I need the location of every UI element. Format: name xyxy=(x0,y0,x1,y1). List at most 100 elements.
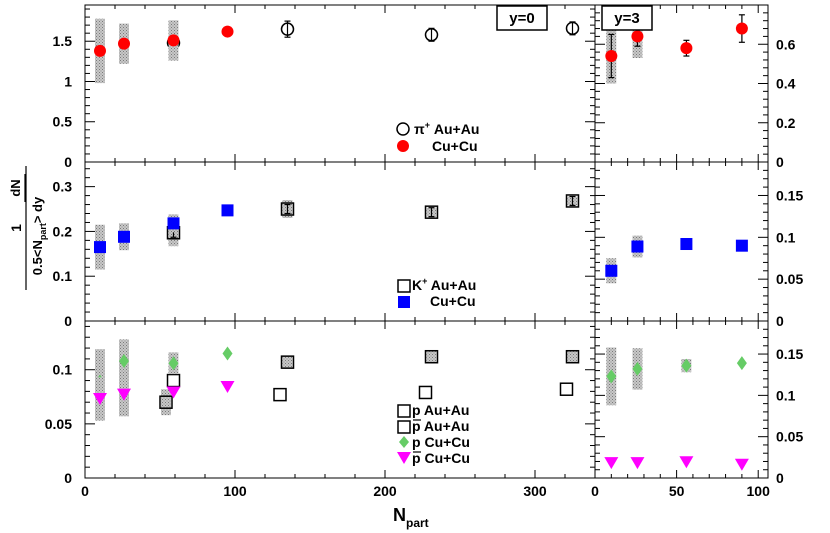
data-point-left-bottom-s1 xyxy=(273,387,287,402)
data-point-left-middle-s1 xyxy=(167,217,180,230)
data-point-right-bottom-s1 xyxy=(604,457,619,470)
data-point-left-top-s1 xyxy=(167,34,180,47)
data-point-left-bottom-s3 xyxy=(117,388,131,401)
legend-label-p-cucu: p Cu+Cu xyxy=(412,434,470,450)
y-tick-label-right-middle: 0.05 xyxy=(776,271,803,287)
plot-layer: 00.511.500.20.40.600.10.20.300.050.10.15… xyxy=(45,4,803,499)
x-tick-label-left: 200 xyxy=(373,483,397,499)
sys-band-left-bottom-s0 xyxy=(426,351,437,363)
y-tick-label-right-top: 0.2 xyxy=(776,115,796,131)
y-tick-label-left-top: 0.5 xyxy=(53,114,73,130)
y-tick-label-left-middle: 0.1 xyxy=(53,268,73,284)
data-point-right-bottom-s1 xyxy=(630,457,645,470)
data-point-right-bottom-s0 xyxy=(632,361,643,376)
legend-label-kaon-cucu: Cu+Cu xyxy=(430,293,476,309)
legend-marker-p-cucu xyxy=(399,436,409,448)
data-point-left-top-s0 xyxy=(424,28,439,42)
data-point-right-bottom-s0 xyxy=(736,356,747,371)
legend-marker-pion-cucu xyxy=(397,140,409,152)
y-tick-label-left-top: 1 xyxy=(64,73,72,89)
legend-marker-kaon-cucu xyxy=(398,296,410,308)
y-tick-label-left-bottom: 0 xyxy=(64,470,72,486)
data-point-left-bottom-s0 xyxy=(565,349,580,364)
y-tick-label-right-bottom: 0.15 xyxy=(776,346,803,362)
legend-label-kaon-auau: K+ Au+Au xyxy=(412,276,476,293)
legend-pion: π+ Au+Au Cu+Cu xyxy=(396,120,479,154)
data-point-left-top-s0 xyxy=(280,22,295,36)
data-point-right-top-s0 xyxy=(631,30,644,43)
data-point-left-middle-s0 xyxy=(565,194,580,208)
data-point-left-middle-s1 xyxy=(118,230,130,243)
legend-label-pbar-auau: p Au+Au xyxy=(412,418,469,434)
panel-frame-right-bottom xyxy=(594,320,769,479)
legend-proton: p Au+Au p Au+Au p Cu+Cu p Cu+Cu xyxy=(397,402,470,466)
panel-frame-left-middle xyxy=(84,161,596,322)
y-axis-title-one: 1 xyxy=(8,224,24,232)
legend-label-pion-cucu: Cu+Cu xyxy=(432,138,478,154)
data-point-left-bottom-s0 xyxy=(280,355,295,369)
y-axis-title-numerator: dN xyxy=(8,179,23,196)
data-point-left-bottom-s2 xyxy=(119,354,129,369)
y-tick-label-right-middle: 0.15 xyxy=(776,187,803,203)
y-tick-label-left-middle: 0.3 xyxy=(53,179,73,195)
y-tick-label-left-top: 0 xyxy=(64,154,72,170)
y-tick-label-right-bottom: 0.05 xyxy=(776,429,803,445)
data-point-left-top-s1 xyxy=(94,44,106,57)
y-tick-label-left-middle: 0.2 xyxy=(53,223,73,239)
x-tick-label-left: 0 xyxy=(81,483,89,499)
y-tick-label-right-bottom: 0.1 xyxy=(776,387,796,403)
data-point-right-top-s0 xyxy=(680,42,693,55)
data-point-left-middle-s0 xyxy=(424,205,439,219)
y-tick-label-left-top: 1.5 xyxy=(53,33,73,49)
x-tick-label-left: 100 xyxy=(223,483,247,499)
data-point-left-bottom-s1 xyxy=(418,385,433,400)
y3-label: y=3 xyxy=(614,10,639,27)
y-tick-label-right-top: 0 xyxy=(776,154,784,170)
data-point-left-bottom-s1 xyxy=(559,382,574,396)
legend-marker-pbar-cucu xyxy=(397,452,411,464)
data-point-left-bottom-s3 xyxy=(93,392,107,405)
data-point-right-middle-s0 xyxy=(631,240,644,253)
sys-band-left-bottom-s0 xyxy=(282,356,293,368)
data-point-left-bottom-s0 xyxy=(166,373,181,388)
y0-label-box: y=0 xyxy=(496,5,548,31)
y-axis-title-denominator: 0.5<Npart> dy xyxy=(30,196,48,275)
data-point-right-bottom-s0 xyxy=(681,358,692,373)
data-point-right-bottom-s0 xyxy=(606,369,617,384)
y0-label: y=0 xyxy=(509,10,534,27)
data-point-left-top-s1 xyxy=(221,25,234,38)
y3-label-box: y=3 xyxy=(601,5,653,31)
sys-band-left-bottom-s1 xyxy=(161,389,171,416)
data-point-left-bottom-s1 xyxy=(159,395,173,409)
x-tick-label-left: 300 xyxy=(523,483,547,499)
y-tick-label-right-middle: 0 xyxy=(776,313,784,329)
data-point-right-bottom-s1 xyxy=(734,458,749,471)
legend-marker-pbar-auau xyxy=(397,420,411,434)
data-point-left-bottom-s2 xyxy=(168,356,179,371)
data-point-left-middle-s0 xyxy=(280,202,295,216)
data-point-left-top-s1 xyxy=(118,37,130,50)
y-axis-title-dn: dN xyxy=(8,174,26,202)
legend-marker-kaon-auau xyxy=(397,279,411,293)
data-point-right-bottom-s1 xyxy=(679,456,694,469)
sys-band-left-bottom-s0 xyxy=(567,351,578,363)
data-point-right-middle-s0 xyxy=(605,264,618,277)
y-tick-label-left-bottom: 0.05 xyxy=(45,416,72,432)
data-point-right-middle-s0 xyxy=(680,238,693,251)
legend-label-pion-auau: π+ Au+Au xyxy=(414,120,479,137)
legend-label-pbar-cucu: p Cu+Cu xyxy=(412,450,470,466)
y-tick-label-right-bottom: 0 xyxy=(776,470,784,486)
y-axis-title: 1 0.5<Npart> dy xyxy=(8,166,48,290)
y-tick-label-right-top: 0.6 xyxy=(776,36,796,52)
y-tick-label-right-middle: 0.1 xyxy=(776,229,796,245)
data-point-left-bottom-s0 xyxy=(424,349,439,364)
data-point-left-top-s0 xyxy=(565,21,580,36)
legend-kaon: K+ Au+Au Cu+Cu xyxy=(397,276,476,309)
data-point-left-middle-s1 xyxy=(94,241,106,254)
x-tick-label-right: 0 xyxy=(591,483,599,499)
x-tick-label-right: 100 xyxy=(747,483,771,499)
y-tick-label-left-middle: 0 xyxy=(64,313,72,329)
data-point-right-top-s0 xyxy=(605,50,618,63)
data-point-left-middle-s1 xyxy=(221,204,234,217)
